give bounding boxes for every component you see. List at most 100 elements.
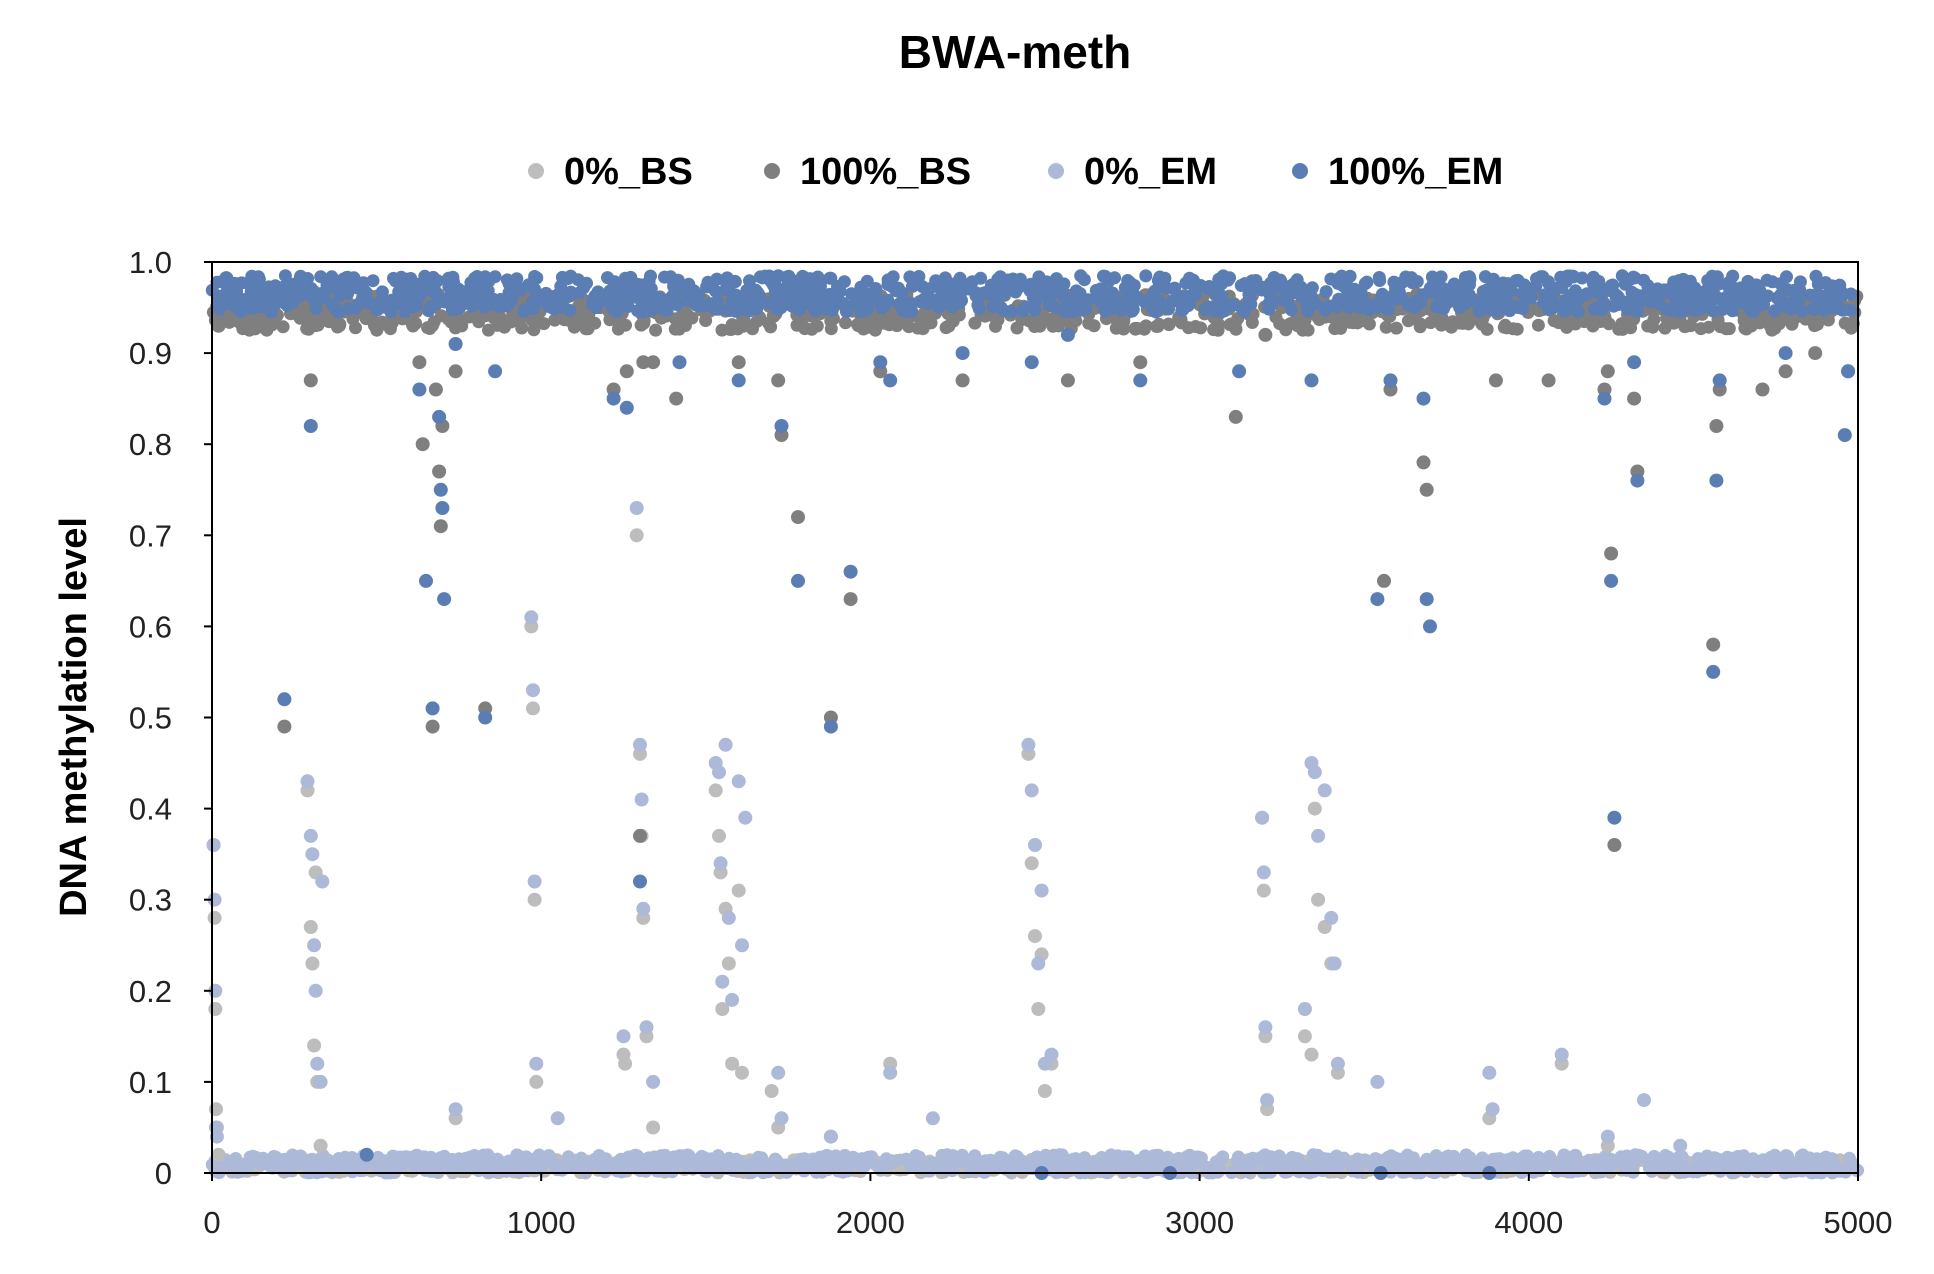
data-point [527, 892, 542, 907]
data-point [1370, 592, 1385, 607]
dense-point [1478, 294, 1492, 308]
dense-point [1177, 292, 1191, 306]
series-0pct_em [206, 501, 1859, 1171]
dense-point [1207, 323, 1221, 337]
data-point [1260, 1093, 1275, 1108]
dense-point [1768, 304, 1782, 318]
dense-point [1055, 285, 1069, 299]
dense-point [1324, 1156, 1338, 1170]
dense-point [307, 1155, 321, 1169]
dense-point [1793, 283, 1807, 297]
dense-point [458, 289, 472, 302]
data-point [633, 737, 647, 752]
data-point [925, 1111, 940, 1126]
dense-point [1388, 1160, 1401, 1174]
dense-point [808, 277, 822, 291]
dense-point [695, 1149, 709, 1163]
data-points-layer [206, 318, 1859, 1180]
dense-point [537, 317, 551, 331]
dense-point [1130, 291, 1144, 305]
dense-point [563, 289, 576, 303]
dense-point [500, 273, 514, 287]
dense-point [1434, 318, 1448, 332]
dense-point [1215, 289, 1229, 303]
dense-point [1275, 276, 1289, 290]
data-point [715, 1002, 730, 1016]
dense-point [1153, 299, 1166, 313]
dense-point [1319, 285, 1333, 299]
dense-band-100pct_em [205, 269, 1858, 319]
dense-point [1188, 288, 1202, 302]
dense-point [574, 297, 588, 311]
dense-point [326, 298, 340, 312]
dense-point [1502, 1157, 1516, 1171]
dense-point [996, 1151, 1010, 1165]
dense-point [374, 318, 388, 331]
dense-point [1647, 313, 1661, 327]
chart-legend: 0%_BS 100%_BS 0%_EM 100%_EM [528, 151, 1503, 193]
dense-point [1619, 296, 1632, 310]
data-point [207, 910, 222, 925]
dense-point [449, 321, 462, 335]
dense-point [1373, 274, 1387, 287]
dense-point [408, 1160, 422, 1174]
dense-point [1550, 1164, 1564, 1178]
dense-point [1655, 1159, 1669, 1172]
data-point [731, 774, 746, 789]
dense-point [1201, 300, 1215, 314]
dense-point [294, 1149, 307, 1163]
dense-point [1245, 1152, 1259, 1166]
dense-point [1536, 270, 1550, 284]
dense-point [483, 298, 497, 312]
data-point [412, 382, 427, 397]
dense-point [227, 1164, 241, 1178]
data-point [618, 1056, 633, 1071]
dense-point [670, 298, 684, 312]
dense-point [987, 1159, 1001, 1173]
data-point [1383, 373, 1398, 388]
dense-point [619, 318, 632, 332]
dense-point [1033, 319, 1047, 333]
dense-point [1765, 323, 1779, 337]
dense-point [710, 295, 724, 309]
dense-point [325, 270, 339, 284]
dense-point [301, 272, 315, 285]
data-point [955, 346, 970, 361]
dense-point [782, 269, 796, 283]
dense-point [882, 318, 896, 332]
data-point [1228, 409, 1243, 424]
dense-point [637, 316, 651, 330]
data-point [1297, 1002, 1312, 1016]
dense-point [1108, 271, 1122, 285]
data-point [313, 1074, 328, 1089]
dense-point [1326, 299, 1339, 313]
dense-point [545, 301, 559, 315]
dense-point [750, 314, 764, 328]
dense-point [518, 1164, 532, 1178]
dense-point [613, 286, 627, 300]
dense-point [331, 320, 344, 334]
data-point [448, 364, 463, 379]
dense-point [266, 282, 280, 296]
data-point [606, 391, 621, 406]
dense-point [1630, 305, 1644, 318]
data-point [619, 364, 634, 379]
dense-point [251, 280, 264, 294]
y-tick-label: 1.0 [129, 245, 172, 280]
dense-point [1410, 1161, 1424, 1175]
dense-point [680, 279, 694, 293]
x-axis: 0 1000 2000 3000 4000 5000 [203, 1173, 1892, 1240]
dense-point [861, 301, 875, 314]
data-point [731, 373, 746, 388]
data-point [433, 482, 448, 497]
dense-point [912, 270, 926, 283]
dense-point [239, 1158, 253, 1172]
dense-point [567, 320, 581, 334]
dense-point [317, 289, 331, 303]
data-point [639, 1020, 654, 1035]
data-point [633, 874, 647, 889]
data-point [1297, 1029, 1312, 1044]
dense-point [642, 1151, 656, 1165]
dense-point [861, 1154, 875, 1168]
dense-point [1028, 303, 1042, 317]
